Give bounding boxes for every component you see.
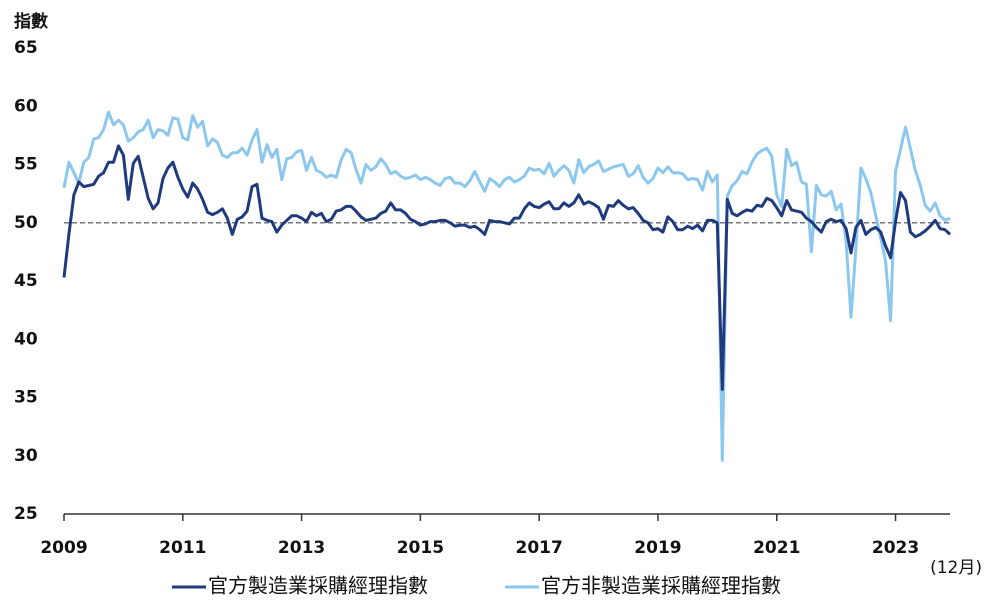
series-line bbox=[62, 110, 951, 462]
x-tick-label: 2011 bbox=[159, 538, 206, 558]
x-tick-label: 2019 bbox=[634, 538, 681, 558]
y-tick-label: 35 bbox=[14, 388, 38, 408]
x-tick-label: 2009 bbox=[40, 538, 87, 558]
y-tick-label: 65 bbox=[14, 38, 38, 58]
series-line bbox=[62, 144, 952, 391]
y-axis-label: 指數 bbox=[14, 11, 48, 32]
legend-label: 官方製造業採購經理指數 bbox=[208, 574, 428, 598]
x-tick-label: 2023 bbox=[872, 538, 919, 558]
x-tick-label: 2013 bbox=[278, 538, 325, 558]
x-tick-label: 2021 bbox=[753, 538, 800, 558]
x-tick-label: 2017 bbox=[515, 538, 562, 558]
y-tick-label: 30 bbox=[14, 446, 38, 466]
x-tick-label: 2015 bbox=[397, 538, 444, 558]
y-tick-label: 25 bbox=[14, 504, 38, 524]
y-tick-label: 50 bbox=[14, 213, 38, 233]
y-tick-label: 60 bbox=[14, 96, 38, 116]
y-tick-label: 55 bbox=[14, 155, 38, 175]
legend-label: 官方非製造業採購經理指數 bbox=[541, 574, 781, 598]
y-tick-label: 40 bbox=[14, 329, 38, 349]
annotation: (12月) bbox=[930, 558, 982, 578]
y-tick-label: 45 bbox=[14, 271, 38, 291]
